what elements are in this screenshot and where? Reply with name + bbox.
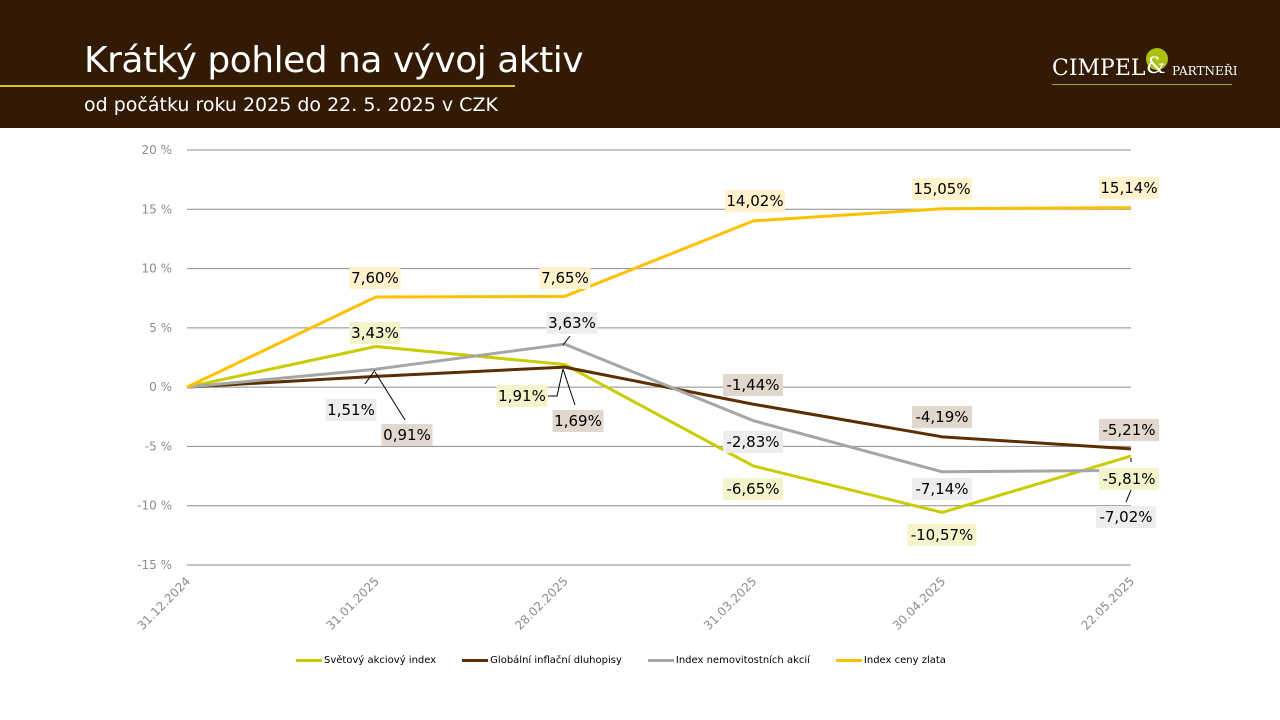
x-tick-label: 31.01.2025 [323,574,381,632]
logo-text: CIMPEL [1052,56,1146,81]
data-label: -10,57% [911,526,974,544]
data-label-bg [325,399,377,421]
data-label: 0,91% [383,426,431,444]
x-tick-label: 28.02.2025 [512,574,570,632]
logo-amp: & [1146,54,1166,79]
data-label-bg [1099,419,1159,441]
data-label: 3,43% [351,324,399,342]
leader-line [1125,489,1132,503]
legend-swatch [647,659,674,662]
leader-line [548,368,564,397]
legend-swatch [296,659,322,662]
data-label-bg [723,478,783,500]
y-tick-label: 20 % [142,143,173,157]
y-tick-label: -10 % [137,499,172,513]
series-0 [186,344,1132,514]
data-label: -4,19% [915,408,968,426]
legend-item: Globální inflační dluhopisy [462,655,622,666]
data-label: 1,69% [554,412,602,430]
data-label-bg [912,478,972,500]
y-tick-label: 10 % [142,262,173,276]
y-tick-label: 15 % [142,202,173,216]
data-label: 15,05% [913,180,970,198]
x-tick-label: 22.05.2025 [1079,574,1137,632]
data-label-bg [907,524,977,546]
data-label-bg [723,374,783,396]
legend-label: Index nemovitostních akcií [675,655,810,666]
data-label: 15,14% [1100,179,1157,197]
leaf-icon [1146,48,1168,70]
legend-item: Světový akciový index [296,655,436,666]
series-line [186,365,1132,451]
data-label-bg [912,406,972,428]
data-label-bg [349,322,401,344]
legend-item: Index nemovitostních akcií [647,655,810,666]
data-label: -1,44% [726,376,779,394]
y-tick-label: -5 % [145,439,172,453]
data-label-bg [725,190,785,212]
company-logo: CIMPEL & PARTNEŘI [1052,44,1238,86]
y-tick-label: -15 % [137,558,172,572]
data-label-bg [723,431,783,453]
data-label-bg [552,410,604,432]
series-line [186,206,1132,389]
legend-label: Globální inflační dluhopisy [490,655,622,666]
data-label: -5,81% [1102,470,1155,488]
series-1 [186,365,1132,451]
y-tick-label: 0 % [149,380,172,394]
y-tick-label: 5 % [149,321,172,335]
x-tick-label: 31.12.2024 [135,574,193,632]
page-subtitle: od počátku roku 2025 do 22. 5. 2025 v CZ… [84,94,498,116]
x-tick-label: 31.03.2025 [701,574,759,632]
leader-line [562,368,576,406]
data-label: -7,02% [1099,508,1152,526]
data-label-bg [912,178,972,200]
data-label: -7,14% [915,480,968,498]
series-line [186,344,1132,514]
series-line [186,342,1132,474]
data-label-bg [1099,468,1159,490]
data-label: -2,83% [726,433,779,451]
data-label: 14,02% [726,192,783,210]
legend-label: Světový akciový index [324,655,437,666]
data-label: 7,60% [351,269,399,287]
logo-sub: PARTNEŘI [1172,64,1238,78]
legend-label: Index ceny zlata [863,655,946,666]
data-label-bg [381,424,433,446]
data-label: -5,21% [1102,421,1155,439]
leader-line [374,371,406,421]
data-label-bg [496,385,548,407]
data-label: 1,91% [498,387,546,405]
legend-item: Index ceny zlata [835,655,946,666]
legend-swatch [835,659,862,662]
logo-rule [1052,84,1232,85]
chart-legend: Světový akciový index Globální inflační d… [296,655,946,666]
page-title: Krátký pohled na vývoj aktiv [84,40,584,81]
data-label-bg [539,267,591,289]
series-3 [186,206,1132,389]
leader-line [364,369,376,385]
data-label: -6,65% [726,480,779,498]
leader-line [562,335,571,346]
data-label: 3,63% [548,314,596,332]
data-label-bg [1096,506,1156,528]
data-label: 7,65% [541,269,589,287]
data-label-bg [349,267,401,289]
title-underline [0,85,515,87]
header-bar: Krátký pohled na vývoj aktiv od počátku … [0,0,1280,128]
data-label: 1,51% [327,401,375,419]
data-label-bg [546,312,598,334]
legend-swatch [462,659,489,662]
data-label-bg [1099,177,1159,199]
x-tick-label: 30.04.2025 [890,574,948,632]
